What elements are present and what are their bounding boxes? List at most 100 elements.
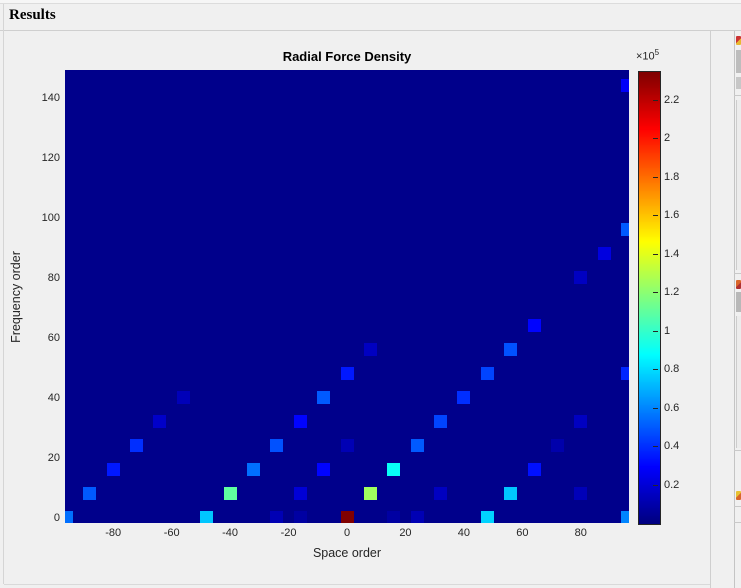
docked-panel-icon-middle[interactable] [736,280,741,289]
right-subpanel-edge [736,100,741,270]
heatmap-cell [130,439,144,453]
docked-panel-icon-top[interactable] [736,36,741,45]
heatmap-cell [434,487,447,501]
y-tick-label: 40 [47,391,60,404]
colorbar-tick-label: 0.8 [664,363,680,376]
x-axis-label: Space order [312,546,382,560]
heatmap-cell [597,247,611,261]
right-panel-scroll-block[interactable] [736,292,741,312]
heatmap-cell [293,415,307,429]
y-tick-label: 20 [47,451,60,464]
right-panel-scroll-block[interactable] [736,50,741,73]
colorbar-tick-label: 0.4 [664,440,680,453]
heatmap-cell [527,463,541,477]
x-tick-label: 20 [399,527,412,539]
colorbar-tick-label: 2.2 [664,93,680,106]
x-tick-label: 80 [574,527,587,539]
y-axis-label: Frequency order [9,251,23,343]
heatmap-cell [340,511,354,523]
docked-panel-icon-bottom[interactable] [736,491,741,500]
colorbar-tick-mark [653,254,658,255]
heatmap-cell [621,511,629,523]
heatmap-cell [621,367,629,381]
heatmap-cell [527,319,541,333]
colorbar-tick-mark [653,215,658,216]
heatmap-cell [550,439,564,453]
heatmap-cell [363,487,377,501]
y-tick-label: 60 [47,331,60,344]
heatmap-cell [317,463,331,477]
x-tick-label: -60 [163,527,180,539]
colorbar-tick-label: 1.6 [664,209,680,222]
heatmap-cell [457,391,471,405]
heatmap-cell [176,391,190,405]
heatmap-cell [574,487,588,501]
colorbar-tick-label: 0.2 [664,478,680,491]
heatmap-cell [293,487,307,501]
right-panel-section-divider [734,273,741,274]
colorbar-tick-label: 1.4 [664,247,680,260]
heatmap-cell [410,511,424,523]
heatmap-cell [340,367,354,381]
window-top-strip [0,0,741,4]
heatmap-plot-area [65,70,629,523]
right-panel-section-divider [734,95,741,96]
panel-bottom-divider [4,584,710,585]
colorbar-tick-label: 1.8 [664,170,680,183]
heatmap-cell [621,223,629,237]
heatmap-cell [504,343,518,357]
x-tick-label: -20 [280,527,297,539]
y-tick-label: 120 [41,151,60,164]
x-tick-label: 40 [457,527,471,539]
colorbar-tick-mark [653,331,658,332]
x-tick-label: 60 [516,527,529,539]
heatmap-cell [340,439,354,453]
colorbar-tick-mark [653,369,658,370]
heatmap-cell [504,487,518,501]
colorbar-tick-mark [653,177,658,178]
heatmap-cell [223,487,237,501]
colorbar-tick-label: 1.2 [664,286,680,299]
heatmap-cell [65,511,73,523]
colorbar-tick-label: 2 [664,132,671,145]
heatmap-cell [621,79,629,93]
heatmap-cell [83,487,97,501]
colorbar-tick-mark [653,100,658,101]
heatmap-cell [574,415,588,429]
colorbar [638,71,661,525]
colorbar-tick-mark [653,292,658,293]
right-panel-divider [710,31,711,588]
heatmap-cell [410,439,424,453]
heatmap-cell [317,391,331,405]
chart-title: Radial Force Density [282,49,412,64]
heatmap-cell [293,511,307,523]
heatmap-cell [153,415,167,429]
heatmap-cell [574,271,588,285]
heatmap-cell [106,463,120,477]
x-tick-label: -80 [105,527,122,539]
colorbar-tick-label: 0.6 [664,401,680,414]
heatmap-cell [200,511,214,523]
right-panel-section-divider [734,450,741,451]
panel-title: Results [9,7,56,23]
heatmap-cell [434,415,447,429]
panel-title-divider [0,30,741,31]
y-tick-label: 0 [53,511,60,524]
colorbar-tick-mark [653,485,658,486]
right-panel-scroll-block[interactable] [736,77,741,89]
heatmap-cell [480,511,494,523]
colorbar-tick-mark [653,446,658,447]
colorbar-tick-mark [653,408,658,409]
panel-left-border [3,4,4,584]
colorbar-exponent-label: ×105 [636,48,660,63]
heatmap-cell [387,511,401,523]
colorbar-tick-label: 1 [664,324,671,337]
heatmap-cell [387,463,401,477]
x-tick-label: -40 [222,527,239,539]
heatmap-cell [270,511,284,523]
x-tick-label: 0 [343,527,351,539]
colorbar-tick-mark [653,138,658,139]
y-tick-label: 80 [47,271,60,284]
y-tick-label: 100 [41,211,60,224]
